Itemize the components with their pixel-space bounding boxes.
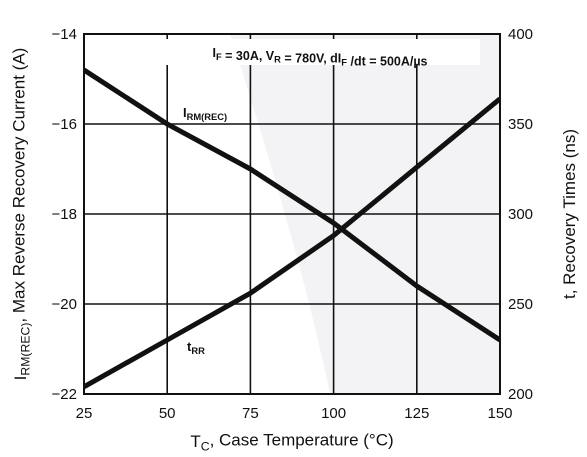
x-tick-label: 50	[159, 405, 176, 422]
x-ticks: 25 50 75 100 125 150	[76, 405, 513, 422]
y-left-tick-label: −20	[52, 296, 77, 313]
x-tick-label: 75	[242, 405, 259, 422]
x-tick-label: 125	[404, 405, 429, 422]
y-right-tick-label: 400	[508, 26, 533, 43]
y-left-ticks: −14 −16 −18 −20 −22	[52, 26, 77, 403]
x-tick-label: 150	[487, 405, 512, 422]
y-left-axis-title: IRM(REC), Max Reverse Recovery Current (…	[10, 48, 33, 381]
y-left-tick-label: −14	[52, 26, 77, 43]
x-axis-title: TC, Case Temperature (°C)	[190, 431, 393, 454]
y-right-ticks: 400 350 300 250 200	[508, 26, 533, 403]
y-right-tick-label: 250	[508, 296, 533, 313]
series-label-trr: tRR	[187, 339, 205, 356]
y-left-tick-label: −22	[52, 386, 77, 403]
y-right-axis-title: t, Recovery Times (ns)	[560, 129, 579, 299]
y-left-tick-label: −18	[52, 206, 77, 223]
plot-frame	[83, 33, 501, 395]
series-line-trr	[84, 96, 500, 389]
series-line-irm	[84, 67, 500, 343]
x-tick-label: 100	[321, 405, 346, 422]
x-tick-label: 25	[76, 405, 93, 422]
y-right-tick-label: 200	[508, 386, 533, 403]
y-right-tick-label: 300	[508, 206, 533, 223]
test-conditions-annotation: IF = 30A, VR = 780V, dIF /dt = 500A/µs	[212, 46, 427, 68]
y-left-tick-label: −16	[52, 116, 77, 133]
annotation-box	[160, 39, 480, 65]
y-right-tick-label: 350	[508, 116, 533, 133]
series-label-irm: IRM(REC)	[183, 105, 227, 122]
series-group	[84, 67, 500, 389]
